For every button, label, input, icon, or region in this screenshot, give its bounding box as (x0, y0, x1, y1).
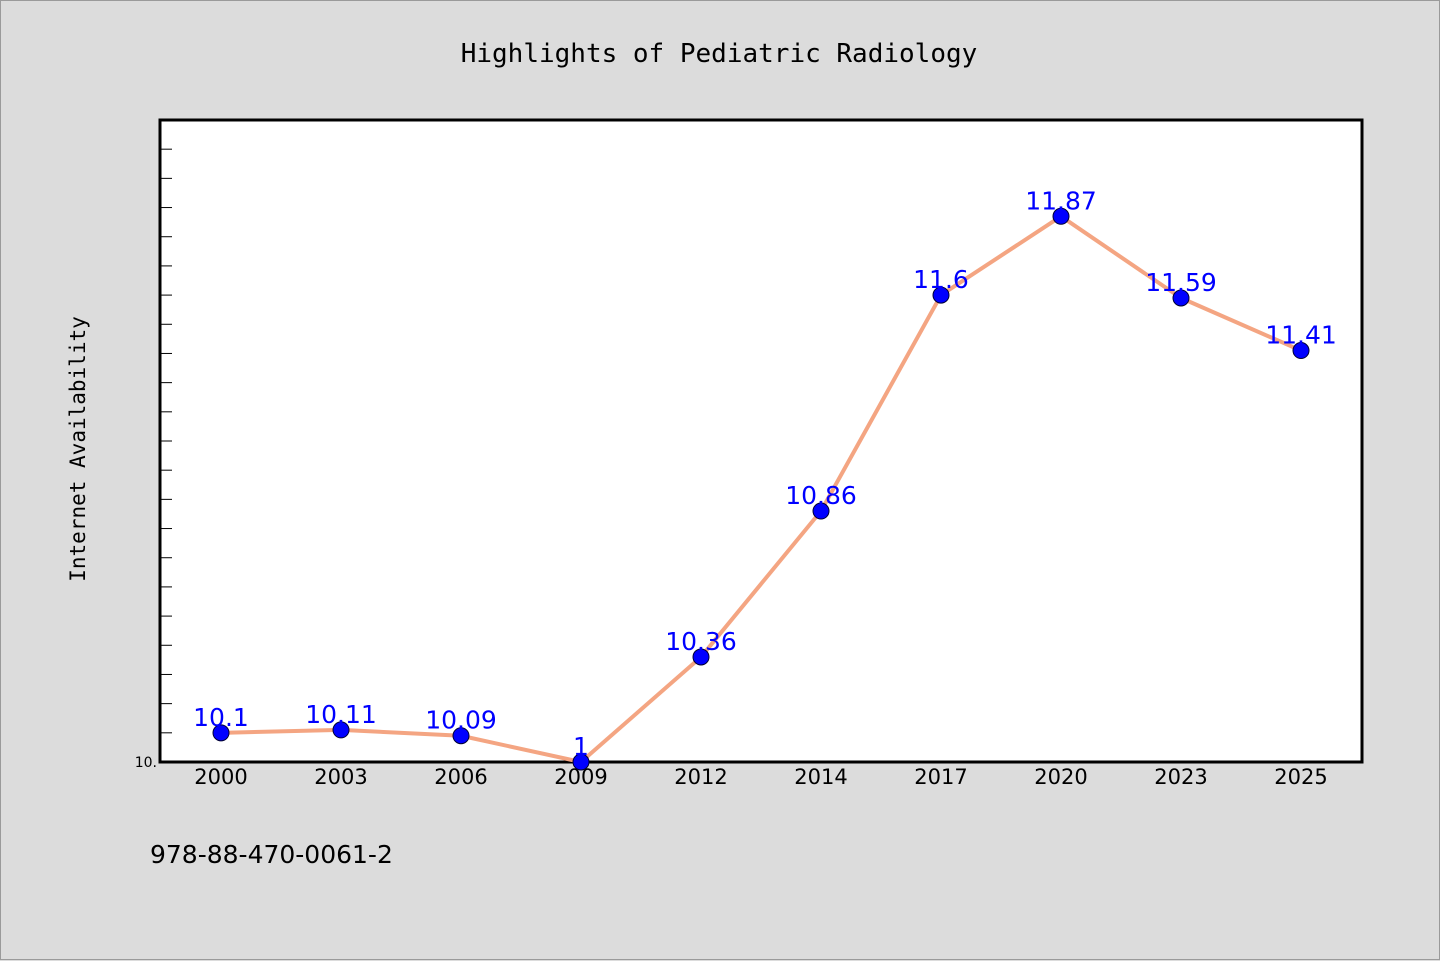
data-point-marker (452, 727, 470, 745)
x-tick-label: 2003 (314, 765, 367, 789)
series-line (220, 214, 1302, 764)
chart-title: Highlights of Pediatric Radiology (461, 39, 978, 69)
x-tick-label: 2000 (194, 765, 247, 789)
x-tick-label: 2023 (1154, 765, 1207, 789)
data-point-marker (1292, 342, 1310, 360)
y-tick-label: 10. (135, 755, 157, 771)
data-label: 10.86 (785, 481, 857, 510)
data-label: 10.36 (665, 627, 737, 656)
y-axis-ticks (160, 148, 172, 734)
y-axis-label: Internet Availability (66, 316, 90, 582)
isbn-caption: 978-88-470-0061-2 (150, 840, 393, 869)
data-label: 1 (573, 732, 589, 761)
data-point-marker (1052, 207, 1070, 225)
data-label: 10.11 (305, 700, 377, 729)
data-point-marker (572, 753, 590, 771)
data-label: 11.6 (913, 265, 969, 294)
data-point-marker (812, 502, 830, 520)
plot-area (158, 118, 1364, 764)
data-label: 10.09 (425, 706, 497, 735)
data-label: 11.41 (1265, 321, 1337, 350)
x-tick-label: 2014 (794, 765, 847, 789)
data-label: 11.59 (1145, 268, 1217, 297)
x-tick-label: 2020 (1034, 765, 1087, 789)
data-point-marker (1172, 289, 1190, 307)
x-tick-label: 2025 (1274, 765, 1327, 789)
data-point-marker (332, 721, 350, 739)
data-label: 11.87 (1025, 186, 1097, 215)
x-tick-label: 2006 (434, 765, 487, 789)
data-point-marker (932, 286, 950, 304)
x-axis-tick-labels: 2000 2003 2006 2009 2012 2014 2017 2020 2023 2025 (194, 765, 1327, 789)
data-point-marker (212, 724, 230, 742)
x-tick-label: 2012 (674, 765, 727, 789)
data-point-marker (692, 648, 710, 666)
data-label: 10.1 (193, 703, 249, 732)
series-layer: 10.1 10.11 10.09 1 10.36 10.86 11.6 11.87 11.59 1… (193, 186, 1337, 771)
x-tick-label: 2017 (914, 765, 967, 789)
